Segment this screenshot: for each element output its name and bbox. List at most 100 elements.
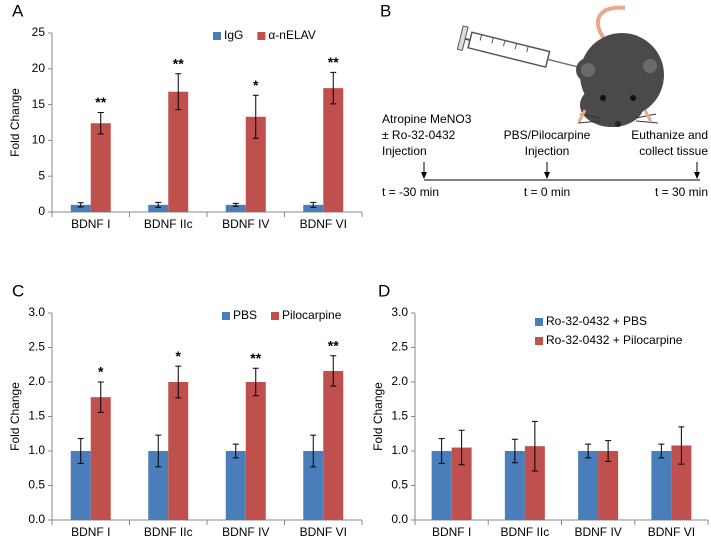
arrow-head xyxy=(694,172,700,179)
y-tick-label: 1.5 xyxy=(28,409,45,423)
bar xyxy=(70,204,91,212)
legend-label: Ro-32-0432 + Pilocarpine xyxy=(546,333,683,347)
y-tick-label: 0.5 xyxy=(28,478,45,492)
bar xyxy=(524,446,545,520)
panel-label: D xyxy=(378,281,390,300)
bar xyxy=(90,123,111,212)
error-bar xyxy=(155,201,162,208)
event-label: Injection xyxy=(525,144,570,158)
bar xyxy=(70,451,91,520)
panel-label: B xyxy=(380,1,391,20)
bar xyxy=(671,445,692,520)
error-bar xyxy=(310,434,317,468)
y-tick-label: 0 xyxy=(38,204,45,218)
error-bar xyxy=(531,420,538,472)
y-tick-label: 5 xyxy=(38,168,45,182)
x-tick-label: BDNF I xyxy=(71,525,110,539)
significance-label: ** xyxy=(173,56,184,72)
error-bar xyxy=(678,426,685,465)
y-tick-label: 3.0 xyxy=(28,305,45,319)
significance-label: * xyxy=(98,364,104,380)
x-tick-label: BDNF IV xyxy=(574,525,621,539)
legend-swatch xyxy=(213,32,221,40)
event-label: Injection xyxy=(382,144,427,158)
bar xyxy=(168,91,189,212)
error-bar xyxy=(330,355,337,387)
error-bar xyxy=(458,429,465,466)
y-tick-label: 2.0 xyxy=(391,374,408,388)
error-bar xyxy=(310,201,317,208)
x-tick-label: BDNF VI xyxy=(648,525,695,539)
arrow-head xyxy=(421,172,427,179)
y-tick-label: 25 xyxy=(32,25,46,39)
y-tick-label: 0.0 xyxy=(391,512,408,526)
error-bar xyxy=(658,443,665,459)
bar xyxy=(598,451,619,520)
error-bar xyxy=(175,365,182,399)
x-tick-label: BDNF I xyxy=(432,525,471,539)
y-axis-label: Fold Change xyxy=(371,382,385,451)
bar xyxy=(323,88,344,212)
error-bar xyxy=(605,440,612,462)
error-bar xyxy=(77,438,84,464)
bar xyxy=(504,451,525,520)
x-tick-label: BDNF VI xyxy=(300,525,347,539)
error-bar xyxy=(252,367,259,397)
error-bar xyxy=(330,71,337,105)
legend-label: PBS xyxy=(233,308,257,322)
bar xyxy=(168,382,189,520)
error-bar xyxy=(77,202,84,208)
legend-swatch xyxy=(535,337,543,345)
bar xyxy=(651,451,672,520)
bar xyxy=(148,451,169,520)
bar xyxy=(303,204,324,212)
legend-label: Ro-32-0432 + PBS xyxy=(546,314,647,328)
y-tick-label: 0.5 xyxy=(391,478,408,492)
x-tick-label: BDNF IV xyxy=(222,217,269,231)
legend-label: Pilocarpine xyxy=(282,308,342,322)
mouse xyxy=(576,5,664,127)
x-tick-label: BDNF I xyxy=(71,217,110,231)
error-bar xyxy=(97,381,104,413)
error-bar xyxy=(232,443,239,459)
y-tick-label: 15 xyxy=(32,97,46,111)
error-bar xyxy=(438,438,445,464)
significance-label: ** xyxy=(328,54,339,70)
legend-swatch xyxy=(271,312,280,320)
error-bar xyxy=(511,438,518,464)
error-bar xyxy=(232,202,239,207)
bar xyxy=(225,204,246,212)
x-tick-label: BDNF VI xyxy=(300,217,347,231)
legend-label: α-nELAV xyxy=(268,28,315,42)
y-tick-label: 1.0 xyxy=(28,443,45,457)
legend-swatch xyxy=(257,32,266,40)
y-tick-label: 10 xyxy=(32,133,46,147)
y-tick-label: 1.0 xyxy=(391,443,408,457)
arrow-head xyxy=(544,172,550,179)
event-label: Euthanize and xyxy=(631,128,708,142)
event-label: PBS/Pilocarpine xyxy=(504,128,591,142)
panel-label: C xyxy=(12,281,24,300)
syringe xyxy=(456,25,597,73)
y-tick-label: 2.5 xyxy=(391,340,408,354)
bar xyxy=(245,116,266,212)
y-tick-label: 20 xyxy=(32,61,46,75)
significance-label: * xyxy=(176,348,182,364)
event-time: t = 30 min xyxy=(655,185,708,199)
bar xyxy=(323,370,344,520)
y-tick-label: 2.5 xyxy=(28,340,45,354)
bar xyxy=(451,447,472,520)
event-time: t = -30 min xyxy=(382,185,439,199)
bar xyxy=(225,451,246,520)
legend-swatch xyxy=(535,318,543,326)
event-label: Atropine MeNO3 xyxy=(382,112,472,126)
bar xyxy=(90,397,111,520)
significance-label: ** xyxy=(250,350,261,366)
bar xyxy=(578,451,599,520)
error-bar xyxy=(97,111,104,135)
x-tick-label: BDNF IIc xyxy=(501,525,550,539)
bar xyxy=(431,451,452,520)
y-tick-label: 1.5 xyxy=(391,409,408,423)
y-axis-label: Fold Change xyxy=(8,88,22,157)
significance-label: ** xyxy=(95,94,106,110)
